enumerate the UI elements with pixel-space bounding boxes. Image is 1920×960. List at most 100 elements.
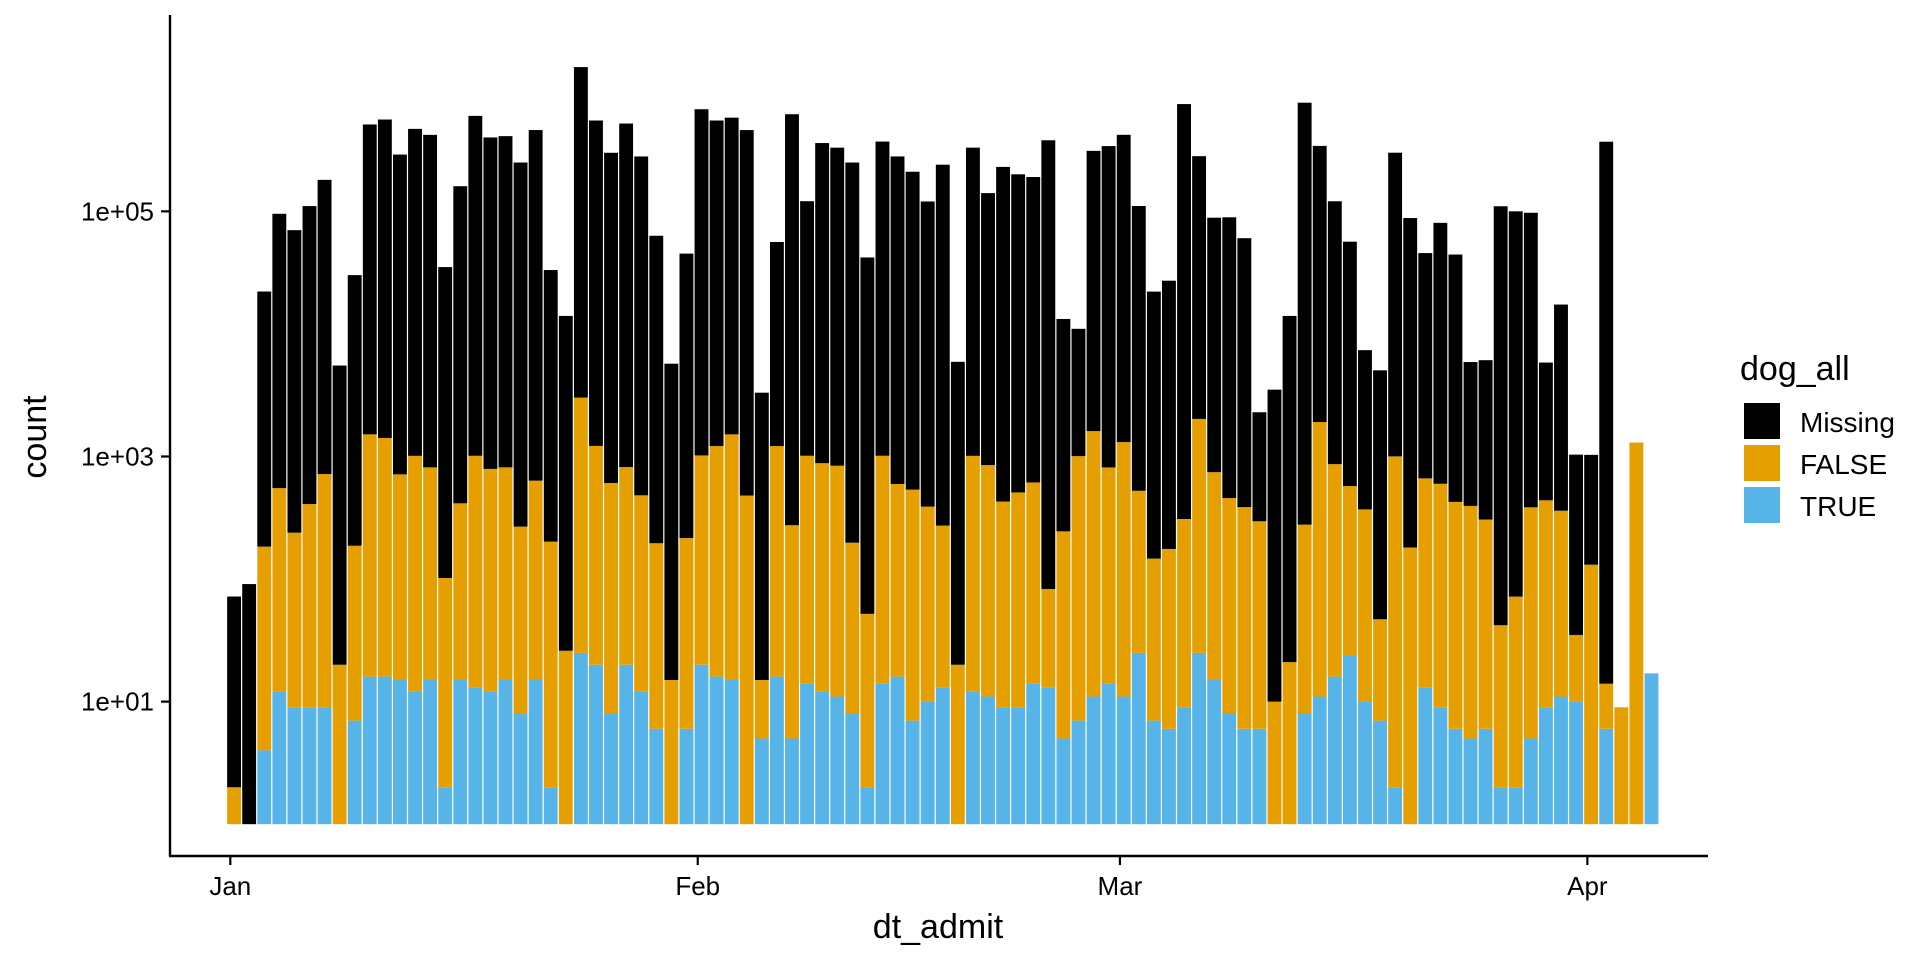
bar-segment-false: [287, 532, 302, 708]
bar-segment-true: [1448, 728, 1463, 825]
bar-segment-false: [1237, 507, 1252, 729]
bar-segment-false: [1297, 524, 1312, 714]
bar-segment-true: [1086, 696, 1101, 825]
bar-segment-true: [875, 683, 890, 825]
bar-segment-true: [1116, 696, 1131, 825]
bar-segment-missing: [227, 596, 242, 788]
bar-segment-false: [905, 489, 920, 721]
bar-segment-true: [634, 691, 649, 825]
bar-segment-false: [1071, 456, 1086, 721]
legend-label-false: FALSE: [1800, 449, 1887, 480]
bar-segment-false: [1373, 619, 1387, 721]
bar-segment-false: [272, 488, 287, 692]
bar-segment-false: [1629, 442, 1644, 825]
bar-segment-missing: [1418, 253, 1433, 479]
x-axis-title: dt_admit: [873, 908, 1004, 946]
bar-segment-missing: [543, 270, 558, 542]
y-axis-title: count: [16, 395, 54, 479]
bar-segment-true: [815, 691, 830, 825]
bar-segment-true: [754, 738, 769, 825]
bar-segment-false: [664, 680, 679, 825]
bar-segment-false: [1538, 500, 1553, 708]
bar-segment-true: [649, 728, 664, 825]
bar-segment-false: [996, 501, 1011, 708]
bar-segment-missing: [875, 141, 890, 456]
bar-segment-true: [1373, 720, 1387, 825]
bar-segment-missing: [845, 162, 860, 543]
bar-segment-missing: [830, 147, 845, 466]
bar-segment-false: [1222, 498, 1237, 714]
bar-segment-missing: [1508, 211, 1523, 597]
bar-segment-missing: [619, 123, 634, 468]
bar-segment-false: [1478, 519, 1493, 729]
bar-segment-missing: [1523, 212, 1538, 508]
bar-segment-true: [785, 738, 799, 825]
bar-segment-missing: [649, 235, 664, 544]
legend-swatch-false: [1744, 445, 1780, 481]
bar-segment-true: [845, 713, 860, 825]
bar-segment-false: [332, 664, 347, 825]
bar-segment-missing: [347, 275, 362, 546]
bar-segment-false: [815, 463, 830, 692]
bar-segment-missing: [1463, 362, 1478, 506]
bar-segment-false: [1162, 548, 1176, 729]
bar-segment-false: [1026, 482, 1041, 684]
bar-segment-missing: [769, 242, 784, 447]
bar-segment-missing: [573, 67, 588, 398]
bar-segment-false: [317, 474, 332, 708]
bar-segment-false: [981, 465, 995, 697]
bar-segment-false: [1433, 483, 1448, 708]
bar-segment-missing: [1297, 102, 1312, 525]
bar-segment-true: [1523, 738, 1538, 825]
bar-segment-false: [1056, 531, 1071, 739]
bar-segment-false: [393, 474, 407, 681]
bar-segment-true: [1433, 707, 1448, 825]
bar-segment-false: [1267, 701, 1282, 825]
bar-segment-false: [739, 495, 754, 825]
bar-segment-true: [996, 707, 1011, 825]
bar-segment-false: [1584, 564, 1599, 825]
bar-segment-missing: [362, 124, 377, 435]
bar-segment-true: [1508, 787, 1523, 825]
bar-segment-true: [1056, 738, 1071, 825]
bar-segment-missing: [890, 156, 905, 485]
bar-segment-true: [1644, 673, 1659, 825]
bar-segment-true: [1131, 652, 1146, 825]
bar-segment-false: [1493, 625, 1508, 788]
bar-segment-true: [769, 676, 784, 825]
bar-segment-true: [1101, 683, 1116, 825]
bar-segment-true: [272, 691, 287, 825]
bar-segment-missing: [1433, 222, 1448, 484]
bar-segment-missing: [1358, 350, 1372, 510]
bar-segment-true: [830, 696, 845, 825]
bar-segment-false: [1116, 442, 1131, 697]
bar-segment-true: [1312, 696, 1327, 825]
bar-segment-false: [1388, 456, 1403, 788]
bar-segment-false: [1101, 467, 1116, 684]
x-tick-label: Jan: [209, 871, 251, 901]
bar-segment-false: [1403, 547, 1418, 825]
bar-segment-true: [619, 664, 634, 825]
bar-segment-false: [1282, 662, 1297, 825]
bar-segment-true: [543, 787, 558, 825]
bar-segment-missing: [965, 147, 980, 456]
bar-segment-true: [377, 676, 392, 825]
bar-segment-false: [1463, 505, 1478, 739]
bar-segment-true: [1252, 728, 1267, 825]
legend-label-true: TRUE: [1800, 491, 1876, 522]
bar-segment-false: [1146, 558, 1161, 721]
bar-segment-true: [920, 701, 935, 825]
bar-segment-false: [1569, 634, 1583, 702]
bar-segment-missing: [1327, 201, 1342, 465]
bar-segment-missing: [377, 119, 392, 438]
bar-segment-missing: [604, 152, 618, 483]
bar-segment-missing: [724, 117, 739, 435]
bars-layer: [227, 67, 1659, 825]
bar-segment-false: [1086, 431, 1101, 697]
bar-segment-false: [800, 455, 814, 684]
bar-segment-true: [498, 680, 513, 825]
bar-segment-true: [679, 728, 694, 825]
legend-label-missing: Missing: [1800, 407, 1895, 438]
bar-segment-missing: [257, 291, 272, 547]
bar-segment-false: [257, 546, 272, 751]
